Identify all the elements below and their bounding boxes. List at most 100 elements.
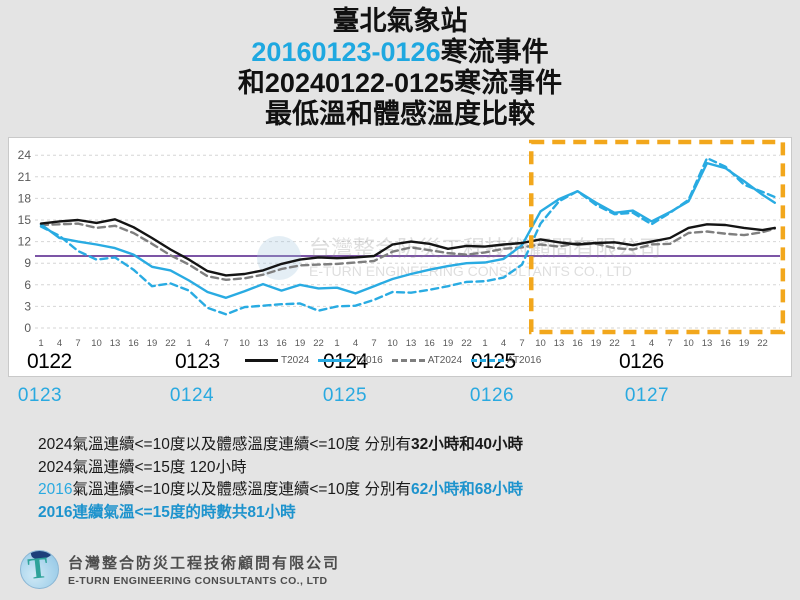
x-axis-hour-label: 16 xyxy=(276,338,287,349)
series-line-t2024 xyxy=(39,218,776,277)
x-axis-hour-label: 22 xyxy=(313,338,324,349)
day-label-2024: 0123 xyxy=(175,350,220,373)
y-axis-label: 12 xyxy=(18,235,32,249)
title-line2-rest: 寒流事件 xyxy=(440,37,549,67)
day-label-2016: 0127 xyxy=(624,385,670,406)
day-label-2024: 0124 xyxy=(323,350,369,373)
summary-text: 2016 xyxy=(38,481,73,498)
x-axis-hour-label: 13 xyxy=(702,338,713,349)
x-axis-hour-label: 1 xyxy=(334,338,339,349)
x-axis-hour-label: 16 xyxy=(128,338,139,349)
x-axis-hour-label: 4 xyxy=(501,338,506,349)
x-axis-hour-label: 16 xyxy=(720,338,731,349)
summary-line: 2016連續氣溫<=15度的時數共81小時 xyxy=(38,502,778,525)
summary-text: 氣溫連續<=10度以及體感溫度連續<=10度 分別有 xyxy=(72,481,411,498)
legend-item-t2016: T2016 xyxy=(318,354,383,366)
summary-text: 2024氣溫連續<=15度 120小時 xyxy=(38,458,247,476)
legend-swatch-t2016 xyxy=(318,358,352,362)
company-name-en: E-TURN ENGINEERING CONSULTANTS CO., LTD xyxy=(68,575,328,587)
x-axis-hour-label: 4 xyxy=(353,338,358,349)
summary-line: 2016氣溫連續<=10度以及體感溫度連續<=10度 分別有62小時和68小時 xyxy=(38,479,778,502)
page-title-line-3: 和20240122-0125寒流事件 xyxy=(237,68,563,98)
summary-line: 2024氣溫連續<=10度以及體感溫度連續<=10度 分別有32小時和40小時 xyxy=(38,434,778,457)
x-axis-hour-label: 13 xyxy=(258,338,269,349)
summary-text: 2024氣溫連續<=10度以及體感溫度連續<=10度 分別有 xyxy=(38,436,411,453)
day-label-2016: 0126 xyxy=(469,385,515,406)
y-axis-label: 0 xyxy=(24,321,31,335)
footer-company: 台灣整合防災工程技術顧問有限公司 E-TURN ENGINEERING CONS… xyxy=(68,552,340,587)
x-axis-hour-label: 19 xyxy=(739,338,750,349)
day-label-2024: 0122 xyxy=(27,350,72,373)
x-axis-hour-label: 7 xyxy=(371,338,376,349)
legend-swatch-at2016 xyxy=(471,358,505,362)
series-line-t2016 xyxy=(39,161,776,300)
y-axis-label: 3 xyxy=(24,299,31,313)
x-axis-hour-label: 10 xyxy=(683,338,694,349)
x-axis-hour-label: 19 xyxy=(591,338,602,349)
day-label-2024: 0125 xyxy=(471,350,516,373)
x-axis-hour-label: 22 xyxy=(165,338,176,349)
day-label-2016: 0125 xyxy=(322,385,368,406)
summary-text: 62小時和68小時 xyxy=(410,481,523,498)
legend-label: AT2016 xyxy=(507,354,542,366)
summary-text: 2016連續氣溫<=15度的時數共81小時 xyxy=(38,503,296,521)
company-name-zh: 台灣整合防災工程技術顧問有限公司 xyxy=(68,555,341,572)
x-axis-hour-label: 7 xyxy=(223,338,228,349)
x-axis-hour-label: 4 xyxy=(649,338,654,349)
x-axis-hour-label: 19 xyxy=(147,338,158,349)
legend-label: T2016 xyxy=(354,354,383,366)
y-axis-label: 15 xyxy=(18,213,32,227)
x-axis-hour-label: 22 xyxy=(609,338,620,349)
page-title-line-4: 最低溫和體感溫度比較 xyxy=(265,99,535,129)
page-title-line-2: 20160123-0126寒流事件 xyxy=(0,37,800,68)
y-axis-label: 6 xyxy=(24,278,31,292)
x-axis-hour-label: 13 xyxy=(110,338,121,349)
summary-text-block: 2024氣溫連續<=10度以及體感溫度連續<=10度 分別有32小時和40小時 2… xyxy=(38,434,778,524)
legend-label: AT2024 xyxy=(427,354,463,366)
x-axis-hour-label: 10 xyxy=(91,338,102,349)
x-axis-hour-label: 1 xyxy=(38,338,43,349)
legend-item-at2024: AT2024 xyxy=(391,354,463,366)
summary-text: 32小時和40小時 xyxy=(410,436,523,453)
series-line-at2024 xyxy=(39,222,776,282)
day-label-2016: 0123 xyxy=(17,385,63,406)
x-axis-hour-label: 22 xyxy=(757,338,768,349)
y-axis-label: 9 xyxy=(24,256,31,270)
legend-label: T2024 xyxy=(281,354,310,366)
x-axis-hour-label: 13 xyxy=(406,338,417,349)
watermark-text-en: E-TURN ENGINEERING CONSULTANTS CO., LTD xyxy=(309,263,632,279)
x-axis-hour-label: 1 xyxy=(630,338,635,349)
y-axis-label: 24 xyxy=(18,148,32,162)
x-axis-hour-label: 7 xyxy=(75,338,80,349)
company-logo-icon: T xyxy=(20,550,59,589)
series-line-at2016 xyxy=(39,156,776,316)
legend-item-t2024: T2024 xyxy=(245,355,309,366)
chart-legend: T2024 T2016 AT2024 AT2016 xyxy=(245,352,541,368)
x-axis-hour-label: 4 xyxy=(57,338,62,349)
footer: T 台灣整合防災工程技術顧問有限公司 E-TURN ENGINEERING CO… xyxy=(20,550,340,589)
title-date-2016: 20160123-0126 xyxy=(251,37,441,67)
x-axis-hour-label: 19 xyxy=(295,338,306,349)
x-axis-hour-label: 13 xyxy=(554,338,565,349)
legend-swatch-t2024 xyxy=(245,358,278,362)
page-title-line-1: 臺北氣象站 xyxy=(332,6,468,36)
legend-swatch-at2024 xyxy=(391,358,425,362)
highlight-box xyxy=(529,139,786,335)
x-axis-hour-label: 4 xyxy=(205,338,210,349)
x-axis-hour-label: 7 xyxy=(519,338,524,349)
day-label-2016: 0124 xyxy=(169,385,215,406)
x-axis-hour-label: 22 xyxy=(461,338,472,349)
y-axis-label: 18 xyxy=(18,191,32,205)
y-axis-label: 21 xyxy=(18,170,32,184)
legend-item-at2016: AT2016 xyxy=(471,355,541,366)
x-axis-hour-label: 1 xyxy=(482,338,487,349)
day-label-2024: 0126 xyxy=(619,350,664,373)
x-axis-hour-label: 10 xyxy=(239,338,250,349)
summary-line: 2024氣溫連續<=15度 120小時 xyxy=(38,457,778,480)
x-axis-hour-label: 1 xyxy=(186,338,191,349)
title-block: 臺北氣象站 20160123-0126寒流事件 和20240122-0125寒流… xyxy=(0,6,800,130)
x-axis-hour-label: 19 xyxy=(443,338,454,349)
x-axis-hour-label: 10 xyxy=(535,338,546,349)
x-axis-hour-label: 16 xyxy=(572,338,583,349)
